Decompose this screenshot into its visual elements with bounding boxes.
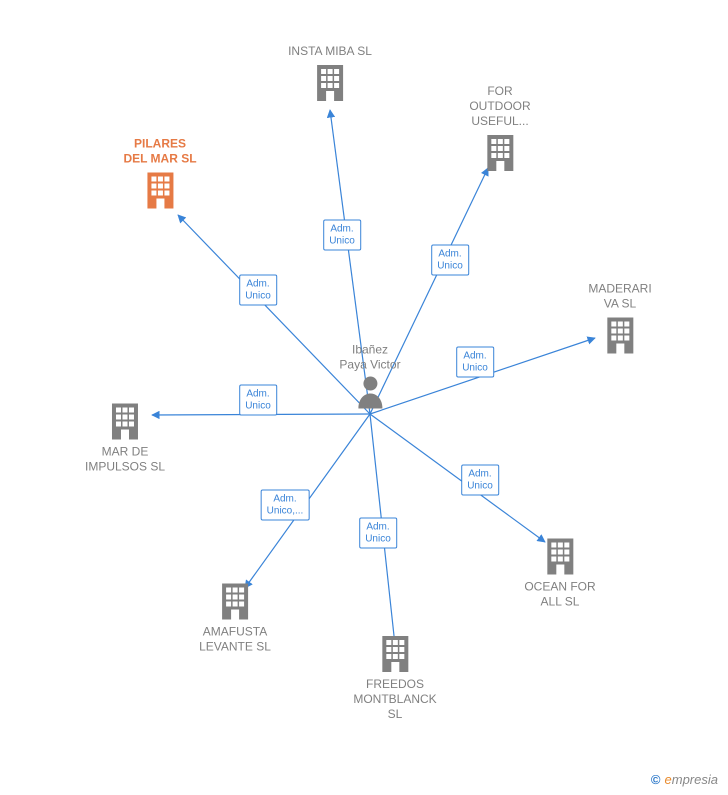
company-label: MADERARIVA SL — [588, 282, 651, 312]
edge-label: Adm.Unico — [239, 275, 277, 306]
edge-label: Adm.Unico — [461, 465, 499, 496]
copyright-symbol: © — [651, 772, 661, 787]
diagram-canvas: IbañezPaya Victor INSTA MIBA SL FOROUTDO… — [0, 0, 728, 795]
brand-initial: e — [665, 772, 672, 787]
edge-label: Adm.Unico — [323, 220, 361, 251]
building-icon — [218, 607, 252, 624]
brand-rest: mpresia — [672, 772, 718, 787]
edge-label: Adm.Unico — [239, 385, 277, 416]
company-node-maderari[interactable]: MADERARIVA SL — [588, 282, 651, 359]
building-icon — [603, 341, 637, 358]
company-label: FREEDOSMONTBLANCKSL — [353, 677, 436, 722]
company-node-ocean[interactable]: OCEAN FORALL SL — [524, 537, 595, 614]
edge-label: Adm.Unico — [431, 245, 469, 276]
building-icon — [313, 88, 347, 105]
edge-label: Adm.Unico — [359, 518, 397, 549]
company-label: MAR DEIMPULSOS SL — [85, 445, 165, 475]
company-node-outdoor[interactable]: FOROUTDOORUSEFUL... — [469, 84, 530, 176]
company-label: PILARESDEL MAR SL — [123, 137, 196, 167]
company-node-mar[interactable]: MAR DEIMPULSOS SL — [85, 402, 165, 479]
person-icon — [355, 396, 385, 413]
building-icon — [483, 158, 517, 175]
company-node-freedos[interactable]: FREEDOSMONTBLANCKSL — [353, 634, 436, 726]
company-label: INSTA MIBA SL — [288, 44, 372, 59]
watermark: © empresia — [651, 772, 718, 787]
building-icon — [108, 427, 142, 444]
edge-label: Adm.Unico,... — [261, 490, 310, 521]
center-label: IbañezPaya Victor — [339, 343, 400, 373]
company-node-pilares[interactable]: PILARESDEL MAR SL — [123, 137, 196, 214]
edge-label: Adm.Unico — [456, 347, 494, 378]
company-label: AMAFUSTALEVANTE SL — [199, 625, 271, 655]
company-node-amafusta[interactable]: AMAFUSTALEVANTE SL — [199, 582, 271, 659]
building-icon — [378, 659, 412, 676]
building-icon — [143, 196, 177, 213]
company-node-insta[interactable]: INSTA MIBA SL — [288, 44, 372, 106]
company-label: OCEAN FORALL SL — [524, 580, 595, 610]
center-person-node[interactable]: IbañezPaya Victor — [339, 343, 400, 414]
company-label: FOROUTDOORUSEFUL... — [469, 84, 530, 129]
building-icon — [543, 562, 577, 579]
